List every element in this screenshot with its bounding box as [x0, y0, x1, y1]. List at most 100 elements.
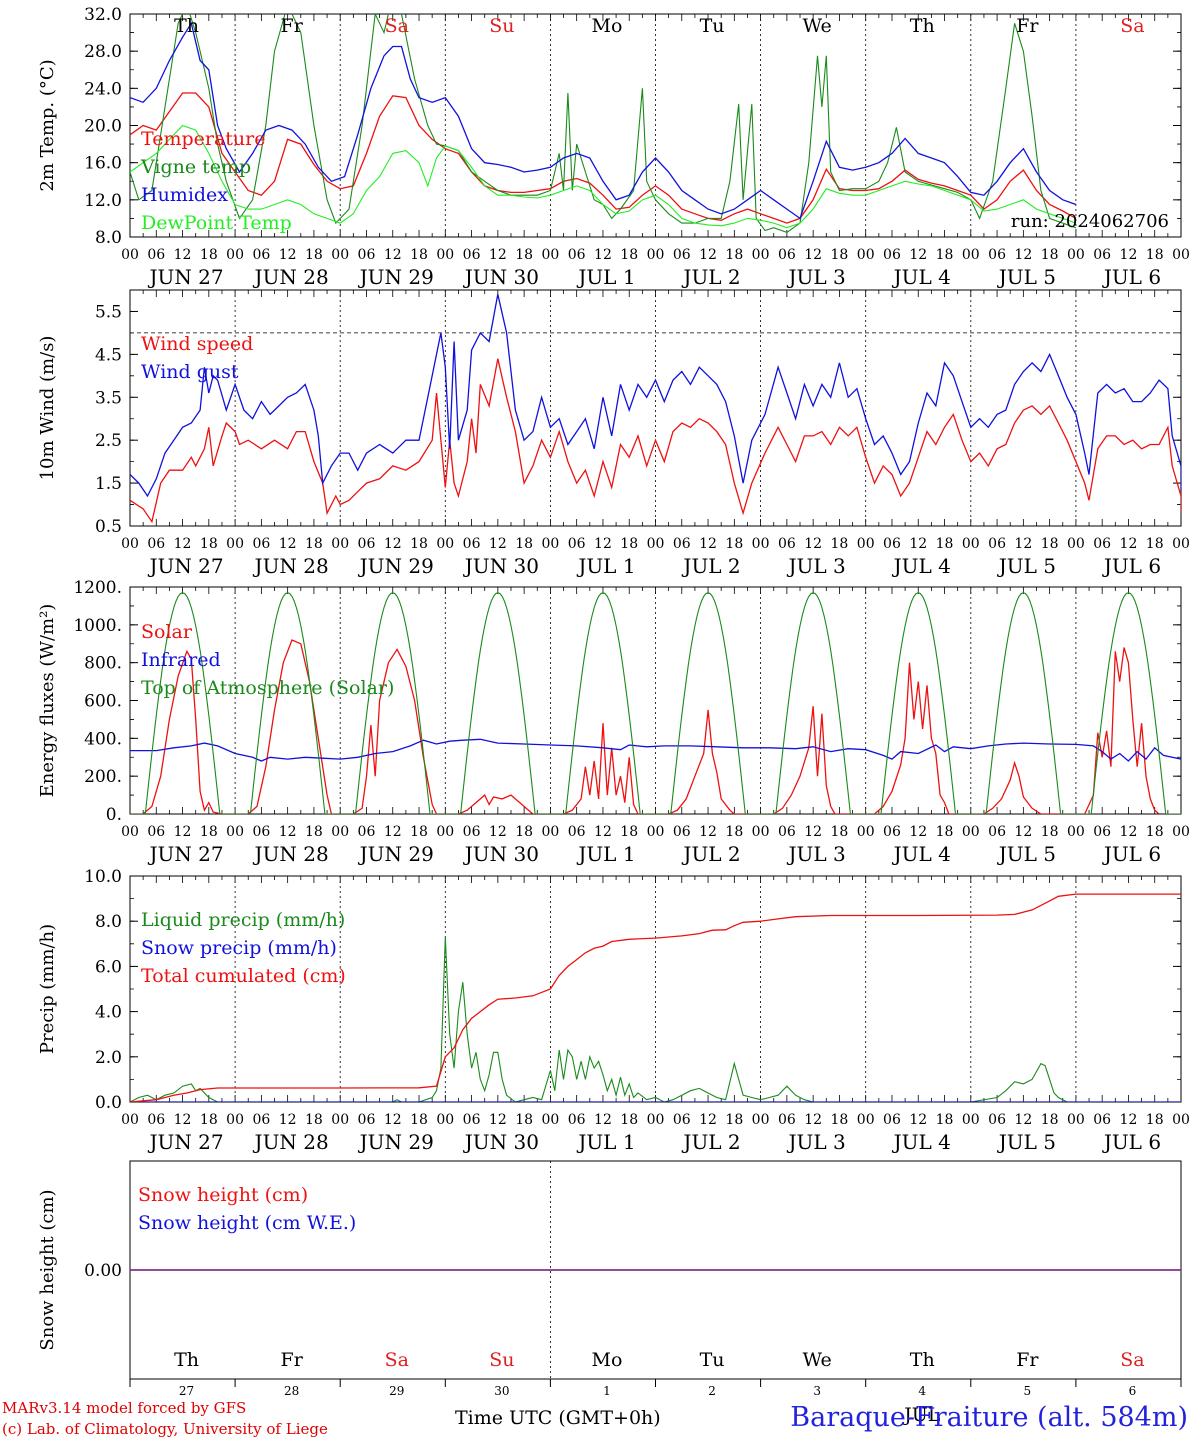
day-ticks — [129, 1379, 1182, 1387]
hour-tick-label: 00 — [752, 824, 770, 840]
legend-item: Humidex — [141, 184, 228, 206]
hour-tick-label: 12 — [804, 824, 822, 840]
date-label: JUL 6 — [1102, 842, 1161, 866]
hour-tick-label: 18 — [410, 1112, 428, 1128]
hour-tick-label: 00 — [647, 247, 665, 263]
y-axis-label: 2m Temp. (°C) — [37, 59, 58, 191]
series-line-solar — [130, 639, 1160, 814]
hour-tick-label: 18 — [410, 824, 428, 840]
day-number-label: 6 — [1129, 1384, 1137, 1398]
hour-tick-label: 06 — [1093, 824, 1111, 840]
hour-tick-label: 18 — [620, 536, 638, 552]
hour-tick-label: 00 — [541, 824, 559, 840]
hour-tick-label: 12 — [174, 824, 192, 840]
legend-item: Solar — [141, 621, 193, 643]
hour-tick-label: 12 — [384, 824, 402, 840]
legend-item: DewPoint Temp — [141, 212, 292, 234]
hour-tick-label: 18 — [620, 1112, 638, 1128]
hour-tick-label: 18 — [936, 824, 954, 840]
hour-tick-label: 06 — [358, 1112, 376, 1128]
legend-item: Liquid precip (mm/h) — [141, 909, 345, 931]
hour-tick-label: 12 — [279, 536, 297, 552]
hour-tick-label: 12 — [384, 247, 402, 263]
date-label: JUN 27 — [147, 1130, 223, 1154]
hour-tick-label: 18 — [620, 824, 638, 840]
hour-tick-label: 18 — [200, 824, 218, 840]
hour-tick-label: 18 — [831, 1112, 849, 1128]
y-tick-label: 2.5 — [95, 431, 122, 451]
hour-tick-label: 00 — [436, 536, 454, 552]
station-name: Baraque-Fraiture (alt. 584m) — [790, 1402, 1188, 1433]
hour-tick-label: 06 — [568, 1112, 586, 1128]
date-label: JUL 2 — [681, 554, 740, 578]
hour-tick-label: 12 — [594, 536, 612, 552]
hour-tick-label: 00 — [1067, 536, 1085, 552]
month-label: JUL — [902, 1404, 941, 1426]
hour-tick-label: 18 — [1146, 824, 1164, 840]
hour-tick-label: 00 — [962, 247, 980, 263]
hour-tick-label: 12 — [804, 536, 822, 552]
hour-tick-label: 00 — [436, 824, 454, 840]
y-axis-label: Precip (mm/h) — [37, 924, 58, 1054]
hour-tick-label: 12 — [699, 824, 717, 840]
hour-tick-label: 12 — [909, 536, 927, 552]
hour-tick-label: 06 — [568, 247, 586, 263]
y-tick-label: 1200. — [73, 578, 122, 598]
credit-line-1: MARv3.14 model forced by GFS — [2, 1399, 247, 1417]
date-label: JUL 3 — [787, 554, 846, 578]
hour-tick-label: 06 — [147, 536, 165, 552]
legend-item: Temperature — [141, 128, 265, 150]
y-axis-label: 10m Wind (m/s) — [37, 336, 58, 481]
hour-tick-label: 18 — [1146, 247, 1164, 263]
panel-3: 0. 200. 400. 600. 800. 1000. 1200. Energy fluxe… — [37, 578, 1190, 866]
hour-tick-label: 12 — [279, 247, 297, 263]
panel-4: 0.0 2.0 4.0 6.0 8.0 10.0 Precip (mm/h) Liquid p… — [37, 867, 1190, 1154]
day-number-label: 4 — [918, 1384, 926, 1398]
series-group — [130, 294, 1181, 524]
date-label: JUL 1 — [576, 554, 635, 578]
hour-tick-label: 18 — [936, 247, 954, 263]
hour-tick-label: 06 — [252, 1112, 270, 1128]
weekday-label: Th — [174, 1349, 199, 1371]
y-tick-label: 3.5 — [95, 388, 122, 408]
panel-1: 8.0 12.0 16.0 20.0 24.0 28.0 32.0 2m Temp. (°C)… — [37, 5, 1190, 289]
weekday-label: Th — [910, 1349, 935, 1371]
hour-tick-label: 00 — [647, 536, 665, 552]
hour-tick-label: 00 — [331, 247, 349, 263]
hour-tick-label: 06 — [252, 536, 270, 552]
day-number-label: 27 — [179, 1384, 194, 1398]
hour-tick-label: 12 — [594, 247, 612, 263]
date-label: JUN 29 — [358, 842, 434, 866]
hour-tick-label: 18 — [831, 536, 849, 552]
weekday-label: Th — [174, 15, 199, 37]
hour-tick-label: 06 — [883, 1112, 901, 1128]
hour-tick-label: 12 — [1014, 247, 1032, 263]
hour-tick-label: 00 — [752, 247, 770, 263]
y-tick-label: 2.0 — [95, 1048, 122, 1068]
hour-tick-label: 18 — [725, 1112, 743, 1128]
date-label: JUN 30 — [463, 554, 539, 578]
date-label: JUN 29 — [358, 1130, 434, 1154]
date-label: JUL 6 — [1102, 554, 1161, 578]
date-label: JUL 1 — [576, 1130, 635, 1154]
hour-tick-label: 18 — [1041, 536, 1059, 552]
y-minor-ticks — [130, 586, 1181, 815]
hour-tick-label: 12 — [1120, 824, 1138, 840]
y-tick-label: 16.0 — [84, 154, 122, 174]
hour-tick-label: 06 — [883, 536, 901, 552]
hour-tick-label: 18 — [936, 536, 954, 552]
hour-tick-label: 12 — [174, 536, 192, 552]
y-tick-label: 32.0 — [84, 5, 122, 25]
hour-tick-label: 00 — [331, 824, 349, 840]
hour-tick-label: 06 — [358, 247, 376, 263]
hour-tick-label: 06 — [988, 1112, 1006, 1128]
day-number-label: 3 — [813, 1384, 821, 1398]
day-number-label: 29 — [389, 1384, 404, 1398]
hour-tick-label: 18 — [1041, 1112, 1059, 1128]
hour-tick-label: 00 — [647, 1112, 665, 1128]
hour-tick-label: 00 — [857, 1112, 875, 1128]
date-label: JUL 5 — [997, 842, 1056, 866]
run-label: run: 2024062706 — [1011, 211, 1169, 232]
hour-tick-label: 12 — [1014, 1112, 1032, 1128]
